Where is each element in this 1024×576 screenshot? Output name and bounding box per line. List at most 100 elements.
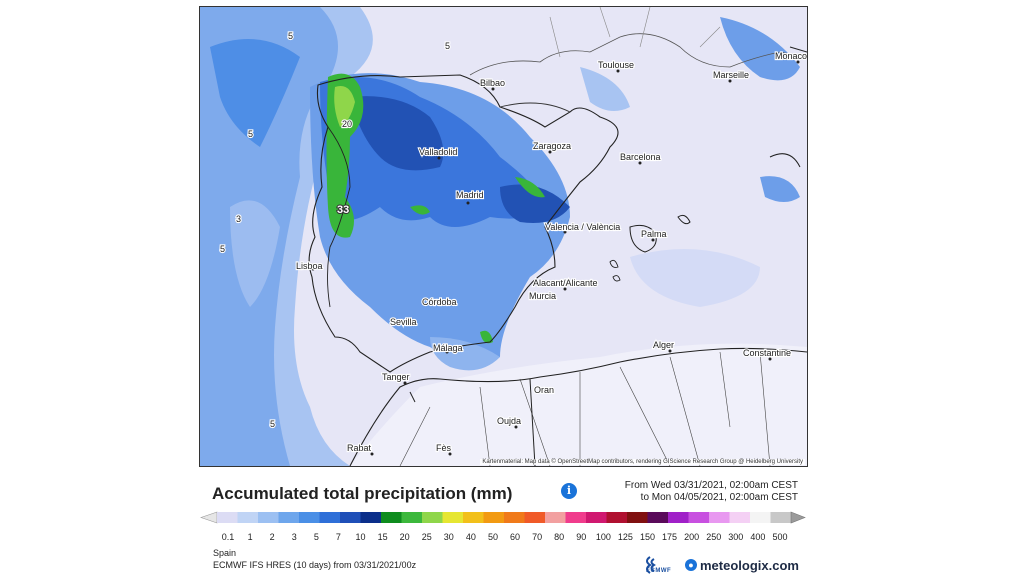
- city-marker-marseille: [728, 79, 732, 83]
- city-marker-oran: [541, 387, 545, 391]
- heavy-rain-south: [480, 330, 493, 344]
- city-label-valladolid[interactable]: Valladolid: [418, 146, 459, 158]
- legend-swatch: [709, 512, 730, 523]
- legend-tick-label: 25: [422, 532, 432, 542]
- contour-label: 5: [220, 244, 225, 254]
- region-label: Spain: [213, 548, 237, 558]
- city-label-barcelona[interactable]: Barcelona: [619, 151, 662, 163]
- legend-tick-label: 5: [314, 532, 319, 542]
- legend-swatch: [237, 512, 259, 523]
- city-label-tanger[interactable]: Tanger: [381, 371, 411, 383]
- legend-tick-label: 200: [684, 532, 699, 542]
- city-label-oujda[interactable]: Oujda: [496, 415, 522, 427]
- city-layer: Toulouse Marseille Monaco Bilbao Zaragoz…: [295, 50, 807, 456]
- africa-coastline: [349, 347, 807, 466]
- rain-area-atlantic-west: [230, 200, 280, 307]
- legend-arrow-high: [790, 511, 806, 524]
- legend-tick-label: 2: [270, 532, 275, 542]
- rain-area-sardinia: [760, 176, 800, 202]
- city-marker-bilbao: [491, 87, 495, 91]
- map-canvas[interactable]: 5 5 5 3 20 5 5 33 Toulouse Marseille Mon…: [200, 7, 807, 466]
- city-label-marseille[interactable]: Marseille: [712, 69, 750, 81]
- gibraltar: [409, 391, 416, 403]
- city-marker-alger: [668, 349, 672, 353]
- france-regions: [549, 7, 721, 58]
- city-label-cordoba[interactable]: Córdoba: [421, 296, 458, 308]
- city-label-palma[interactable]: Palma: [640, 228, 668, 240]
- rain-area-pyrenees: [580, 67, 630, 111]
- city-marker-monaco: [796, 60, 800, 64]
- city-marker-valencia: [563, 230, 567, 234]
- iberia-coastline: [308, 74, 619, 373]
- legend-swatch: [360, 512, 382, 523]
- legend-tick-label: 400: [750, 532, 765, 542]
- city-marker-toulouse: [616, 69, 620, 73]
- city-label-toulouse[interactable]: Toulouse: [597, 59, 635, 71]
- city-label-rabat[interactable]: Rabat: [346, 442, 373, 454]
- legend-tick-label: 15: [378, 532, 388, 542]
- morocco-algeria-border: [529, 378, 536, 466]
- legend-tick-label: 500: [772, 532, 787, 542]
- city-label-alger[interactable]: Alger: [652, 339, 675, 351]
- city-label-constantine[interactable]: Constantine: [742, 347, 792, 359]
- legend-color-bar: [200, 511, 806, 524]
- city-label-oran[interactable]: Oran: [533, 384, 555, 396]
- contour-label: 5: [270, 419, 275, 429]
- legend-swatch: [606, 512, 628, 523]
- legend-tick-label: 10: [355, 532, 365, 542]
- legend-tick-label: 0.1: [222, 532, 235, 542]
- chart-title: Accumulated total precipitation (mm): [212, 484, 513, 503]
- rain-area-south: [430, 337, 500, 371]
- city-label-valencia[interactable]: Valencia / València: [544, 221, 621, 233]
- info-icon[interactable]: i: [561, 483, 577, 499]
- legend-arrow-low: [200, 511, 218, 524]
- legend-swatch: [770, 512, 792, 523]
- city-label-madrid[interactable]: Madrid: [455, 189, 485, 201]
- rain-area-atlantic-band: [210, 39, 300, 147]
- city-marker-rabat: [370, 452, 374, 456]
- legend-swatch: [668, 512, 689, 523]
- precipitation-map[interactable]: 5 5 5 3 20 5 5 33 Toulouse Marseille Mon…: [199, 6, 808, 467]
- city-label-murcia[interactable]: Murcia: [528, 290, 557, 302]
- legend-tick-label: 175: [662, 532, 677, 542]
- city-label-bilbao[interactable]: Bilbao: [479, 77, 506, 89]
- legend-swatch: [524, 512, 546, 523]
- legend-tick-label: 1: [248, 532, 253, 542]
- rain-area-north-core: [350, 96, 444, 171]
- city-marker-lisboa: [311, 267, 315, 271]
- city-label-monaco[interactable]: Monaco: [774, 50, 807, 62]
- heavy-rain-east: [515, 177, 545, 198]
- legend-swatch: [278, 512, 300, 523]
- date-range: From Wed 03/31/2021, 02:00am CEST to Mon…: [612, 480, 798, 504]
- ibiza-coast: [609, 259, 621, 282]
- legend-tick-label: 150: [640, 532, 655, 542]
- legend-tick-label: 50: [488, 532, 498, 542]
- city-label-sevilla[interactable]: Sevilla: [389, 316, 418, 328]
- legend-swatch: [627, 512, 648, 523]
- peak-value-label: 33: [337, 204, 349, 216]
- city-label-zaragoza[interactable]: Zaragoza: [532, 140, 572, 152]
- legend-swatch: [483, 512, 505, 523]
- legend-swatch: [442, 512, 464, 523]
- contour-label: 3: [236, 214, 241, 224]
- city-marker-madrid: [466, 201, 470, 205]
- city-marker-oujda: [514, 425, 518, 429]
- city-label-alicante[interactable]: Alacant/Alicante: [532, 277, 599, 289]
- legend-swatch: [258, 512, 279, 523]
- city-marker-tanger: [403, 381, 407, 385]
- heavy-rain-galicia: [326, 73, 364, 238]
- legend-tick-label: 40: [466, 532, 476, 542]
- menorca-coast: [677, 214, 691, 225]
- legend-tick-label: 300: [728, 532, 743, 542]
- france-coast: [469, 33, 807, 76]
- legend-swatch: [422, 512, 443, 523]
- legend-swatch: [299, 512, 320, 523]
- city-label-malaga[interactable]: Málaga: [432, 342, 464, 354]
- brand-link[interactable]: ● meteologix.com: [685, 557, 799, 573]
- legend-swatch: [381, 512, 402, 523]
- city-label-lisboa[interactable]: Lisboa: [295, 260, 324, 272]
- city-label-fes[interactable]: Fès: [435, 442, 453, 454]
- legend-tick-label: 90: [576, 532, 586, 542]
- legend-swatch: [565, 512, 587, 523]
- legend-swatch: [319, 512, 341, 523]
